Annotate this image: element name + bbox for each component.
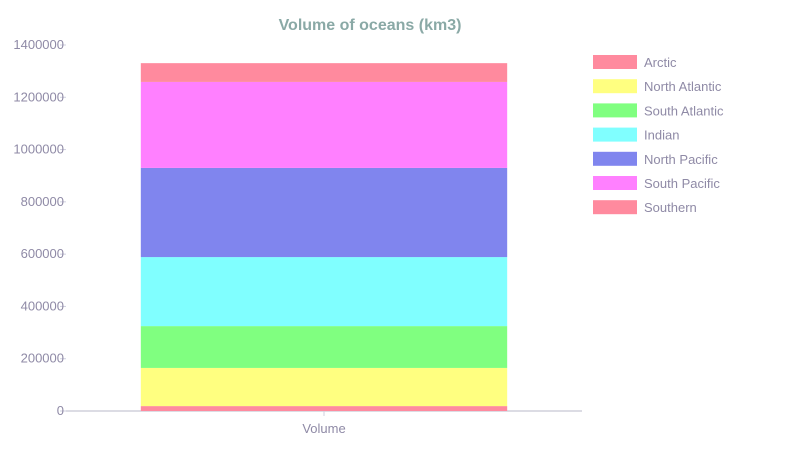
legend-item-south-atlantic[interactable]: South Atlantic	[593, 103, 724, 118]
bar-segment-north-pacific[interactable]	[140, 167, 508, 258]
legend-label: Indian	[644, 128, 679, 143]
y-tick-label: 600000	[21, 246, 64, 261]
y-tick-label: 200000	[21, 351, 64, 366]
legend-label: South Atlantic	[644, 103, 724, 118]
bar-segment-south-atlantic[interactable]	[140, 326, 508, 368]
bar-segment-south-pacific[interactable]	[140, 81, 508, 168]
legend-item-north-pacific[interactable]: North Pacific	[593, 151, 718, 167]
y-axis: 0 200000 400000 600000 800000 1000000 1200000 1…	[13, 37, 66, 418]
bar-segment-indian[interactable]	[140, 257, 508, 327]
legend: Arctic North Atlantic South Atlantic Indian…	[593, 55, 724, 215]
bar-segment-north-atlantic[interactable]	[140, 367, 508, 407]
legend-label: South Pacific	[644, 176, 720, 191]
x-tick-label: Volume	[302, 421, 345, 436]
y-tick-label: 800000	[21, 194, 64, 209]
chart-title: Volume of oceans (km3)	[279, 17, 462, 34]
y-tick-label: 1400000	[13, 37, 64, 52]
legend-label: North Pacific	[644, 152, 718, 167]
legend-swatch	[593, 79, 637, 94]
legend-item-indian[interactable]: Indian	[593, 127, 679, 143]
legend-swatch	[593, 55, 637, 69]
legend-swatch	[593, 176, 637, 190]
y-tick-label: 1200000	[13, 89, 64, 104]
legend-item-arctic[interactable]: Arctic	[593, 55, 677, 70]
bar-stack	[140, 63, 508, 411]
legend-item-north-atlantic[interactable]: North Atlantic	[593, 79, 722, 94]
legend-item-south-pacific[interactable]: South Pacific	[593, 176, 720, 191]
bar-segment-southern[interactable]	[140, 63, 508, 82]
legend-item-southern[interactable]: Southern	[593, 200, 697, 215]
legend-swatch	[593, 151, 637, 166]
legend-label: Southern	[644, 200, 697, 215]
legend-swatch	[593, 103, 637, 118]
legend-label: North Atlantic	[644, 79, 722, 94]
x-axis: Volume	[66, 410, 582, 436]
bar-segment-arctic[interactable]	[140, 406, 508, 411]
legend-label: Arctic	[644, 55, 677, 70]
y-tick-label: 0	[57, 403, 64, 418]
y-tick-label: 1000000	[13, 142, 64, 157]
y-tick-label: 400000	[21, 298, 64, 313]
legend-swatch	[593, 127, 637, 142]
legend-swatch	[593, 200, 637, 215]
